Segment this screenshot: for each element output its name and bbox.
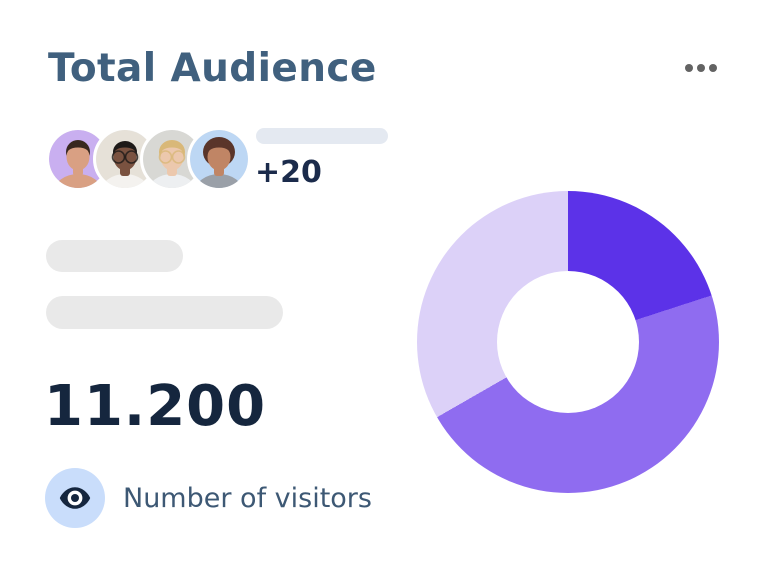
avatar-overflow-count: +20 (255, 155, 322, 190)
visitors-row: Number of visitors (45, 468, 372, 528)
placeholder-bar-2 (46, 296, 283, 329)
card-menu-button[interactable] (678, 54, 724, 82)
placeholder-bar-1 (46, 240, 183, 272)
eye-icon (59, 487, 91, 509)
eye-icon-chip (45, 468, 105, 528)
donut-chart (417, 191, 719, 493)
user-avatar-4 (187, 127, 251, 191)
visitors-caption: Number of visitors (123, 482, 372, 514)
donut-hole (497, 271, 639, 413)
user-avatar-2 (93, 127, 157, 191)
avatar-group (46, 127, 251, 191)
placeholder-pill (256, 128, 388, 144)
page-title: Total Audience (48, 46, 377, 91)
ellipsis-menu-icon (685, 64, 693, 72)
total-visitors-value: 11.200 (44, 374, 267, 439)
